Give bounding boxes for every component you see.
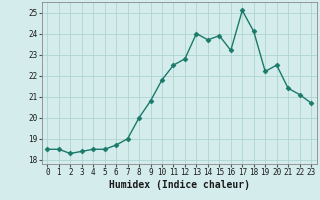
X-axis label: Humidex (Indice chaleur): Humidex (Indice chaleur)	[109, 180, 250, 190]
